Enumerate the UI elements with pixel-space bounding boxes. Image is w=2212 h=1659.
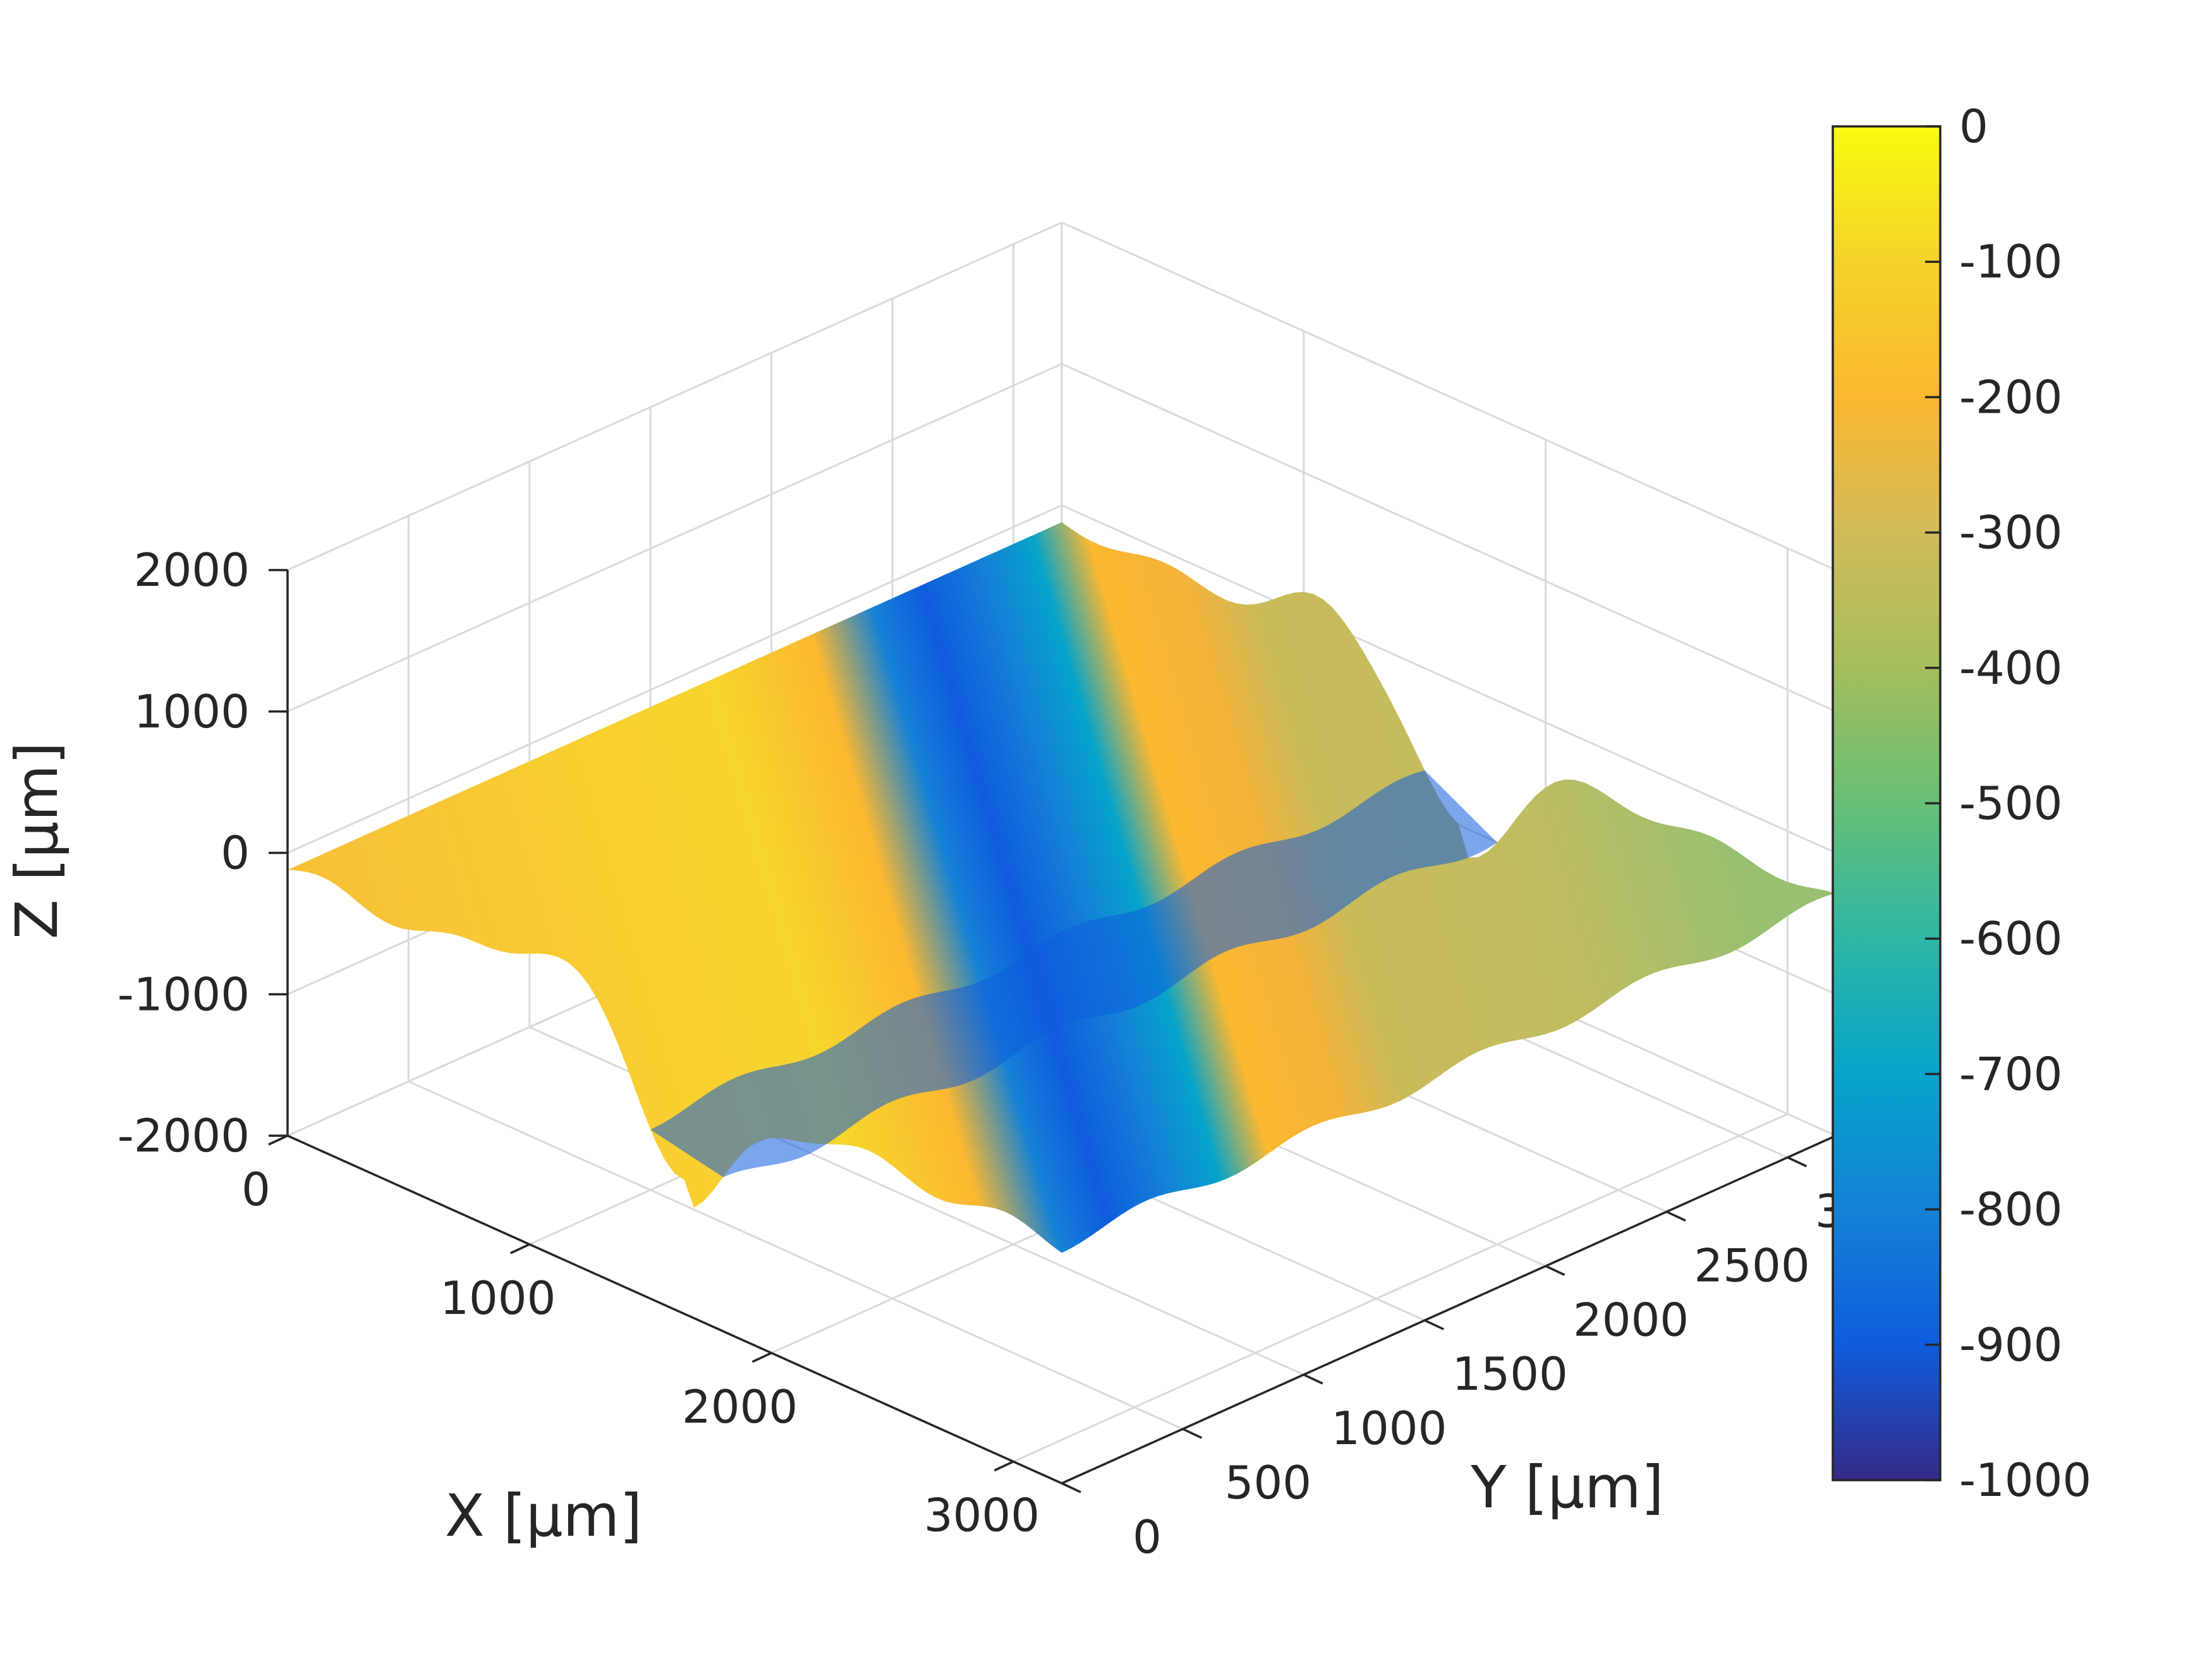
y-tick-label: 1500 <box>1452 1347 1568 1401</box>
y-tick-label: 2000 <box>1573 1293 1689 1346</box>
y-tick-label: 2500 <box>1694 1239 1809 1292</box>
y-tick <box>1182 1428 1203 1439</box>
x-tick <box>510 1243 530 1255</box>
grid-line <box>1061 221 1837 571</box>
x-tick <box>268 1134 288 1146</box>
colorbar-strip <box>1832 125 1942 1481</box>
z-tick-label: 1000 <box>134 685 250 738</box>
colorbar-tick-label: -200 <box>1959 370 2062 423</box>
colorbar-tick-label: -700 <box>1959 1047 2062 1100</box>
surface <box>288 522 1836 1253</box>
y-tick-label: 1000 <box>1331 1402 1447 1455</box>
colorbar-ticks <box>1925 125 1940 1481</box>
z-axis-label: Z [μm] <box>3 742 71 939</box>
colorbar-tick-label: -500 <box>1959 777 2062 830</box>
z-tick-label: 0 <box>221 827 250 880</box>
z-tick-label: -1000 <box>118 968 250 1021</box>
colorbar-tick-label: -400 <box>1959 641 2062 695</box>
grid-line <box>408 1080 1184 1430</box>
x-tick <box>994 1461 1014 1472</box>
colorbar-tick-label: -600 <box>1959 912 2062 965</box>
grid-line <box>1012 1113 1789 1462</box>
y-axis-label: Y [μm] <box>1470 1454 1663 1521</box>
y-tick-label: 500 <box>1225 1456 1311 1509</box>
colorbar-tick-label: -900 <box>1959 1318 2062 1371</box>
axes <box>268 569 1837 1493</box>
x-tick-label: 2000 <box>682 1380 798 1433</box>
y-tick <box>1303 1373 1323 1385</box>
y-tick <box>1424 1319 1444 1330</box>
grid-line <box>1061 504 1837 854</box>
surface-mesh <box>288 522 1836 1253</box>
z-tick-label: -2000 <box>118 1109 250 1162</box>
grid-line <box>287 504 1062 854</box>
surface-groove <box>650 770 1498 1177</box>
y-tick-label: 0 <box>1133 1510 1162 1564</box>
grid-line <box>287 363 1062 713</box>
y-tick <box>1787 1156 1808 1167</box>
x-axis-line <box>287 1134 1062 1485</box>
y-tick <box>1061 1482 1081 1493</box>
y-axis-line <box>1061 1134 1837 1485</box>
x-tick-label: 1000 <box>440 1272 556 1325</box>
x-tick <box>751 1352 772 1363</box>
x-axis-label: X [μm] <box>445 1482 642 1550</box>
colorbar-tick-label: -800 <box>1959 1183 2062 1236</box>
colorbar-tick-label: 0 <box>1959 100 1988 153</box>
x-tick-label: 0 <box>241 1163 270 1216</box>
y-tick <box>1545 1265 1565 1276</box>
colorbar-tick-label: -1000 <box>1959 1454 2091 1507</box>
x-tick-label: 3000 <box>924 1489 1040 1542</box>
grid-line <box>287 221 1062 571</box>
grid-line <box>1061 363 1837 713</box>
y-tick <box>1666 1210 1686 1222</box>
colorbar-tick-labels: 0 -100 -200 -300 -400 -500 -600 -700 -800 -900 -10… <box>1959 100 2091 1507</box>
z-tick-label: 2000 <box>134 544 250 597</box>
colorbar-tick-label: -100 <box>1959 235 2062 288</box>
colorbar: 0 -100 -200 -300 -400 -500 -600 -700 -800 -900 -10… <box>1832 100 2091 1507</box>
colorbar-tick-label: -300 <box>1959 506 2062 559</box>
